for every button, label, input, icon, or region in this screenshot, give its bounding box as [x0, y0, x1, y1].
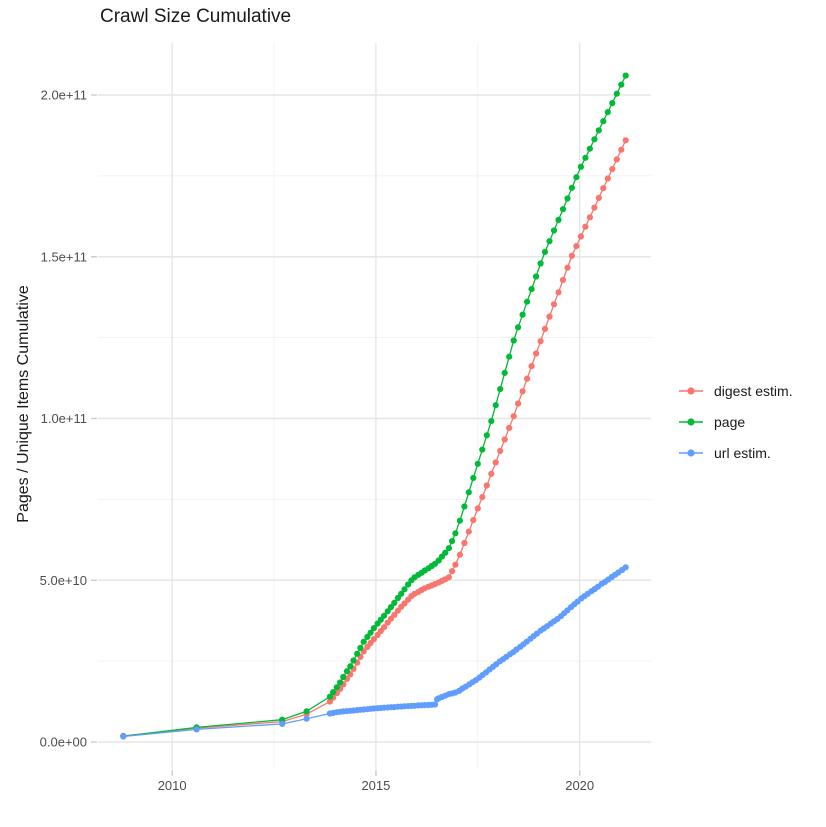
legend: digest estim. page url estim. [678, 380, 793, 464]
series-points-page [120, 72, 629, 740]
series-line-digest-estim- [123, 140, 627, 737]
legend-item-digest: digest estim. [678, 380, 793, 402]
y-axis-title: Pages / Unique Items Cumulative [15, 285, 32, 523]
y-tick-label: 1.5e+11 [41, 249, 87, 264]
y-tick-label: 5.0e+10 [40, 573, 87, 588]
legend-item-url: url estim. [678, 442, 793, 464]
x-tick-label: 2010 [158, 778, 187, 793]
y-tick-label: 1.0e+11 [41, 411, 87, 426]
series-points-url-estim- [120, 564, 629, 740]
y-tick-label: 0.0e+00 [40, 735, 87, 750]
x-tick-label: 2020 [565, 778, 594, 793]
series-points-digest-estim- [120, 137, 629, 740]
legend-key-icon [679, 449, 703, 457]
legend-label: digest estim. [714, 383, 793, 399]
legend-label: url estim. [714, 445, 771, 461]
page-title: Crawl Size Cumulative [100, 6, 292, 27]
legend-key-icon [679, 387, 703, 395]
legend-label: page [714, 414, 746, 430]
y-tick-label: 2.0e+11 [41, 88, 87, 103]
legend-item-page: page [678, 411, 793, 433]
x-tick-label: 2015 [361, 778, 390, 793]
legend-key-icon [679, 418, 703, 426]
